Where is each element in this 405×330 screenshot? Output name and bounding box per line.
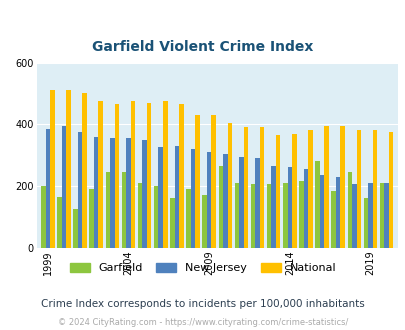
Bar	[250, 184, 255, 248]
Bar	[372, 130, 376, 248]
Bar	[287, 167, 291, 248]
Bar	[179, 104, 183, 248]
Bar	[222, 153, 227, 248]
Bar	[330, 190, 335, 248]
Bar	[202, 195, 207, 248]
Bar	[388, 132, 392, 248]
Bar	[50, 90, 54, 248]
Bar	[147, 103, 151, 248]
Bar	[114, 104, 119, 248]
Bar	[335, 177, 340, 248]
Bar	[259, 127, 264, 248]
Text: © 2024 CityRating.com - https://www.cityrating.com/crime-statistics/: © 2024 CityRating.com - https://www.city…	[58, 318, 347, 327]
Bar	[282, 183, 287, 248]
Bar	[105, 172, 110, 248]
Bar	[291, 134, 296, 248]
Bar	[211, 115, 215, 248]
Bar	[384, 183, 388, 248]
Bar	[45, 129, 50, 248]
Bar	[73, 209, 78, 248]
Bar	[186, 189, 190, 248]
Bar	[351, 184, 356, 248]
Bar	[126, 138, 130, 248]
Bar	[82, 93, 87, 248]
Bar	[66, 90, 70, 248]
Bar	[266, 184, 271, 248]
Bar	[98, 101, 103, 248]
Text: Crime Index corresponds to incidents per 100,000 inhabitants: Crime Index corresponds to incidents per…	[41, 299, 364, 309]
Bar	[243, 127, 247, 248]
Bar	[315, 161, 319, 248]
Bar	[78, 132, 82, 248]
Text: Garfield Violent Crime Index: Garfield Violent Crime Index	[92, 41, 313, 54]
Bar	[94, 137, 98, 248]
Bar	[255, 158, 259, 248]
Bar	[174, 146, 179, 248]
Bar	[275, 135, 280, 248]
Bar	[319, 175, 324, 248]
Bar	[89, 189, 94, 248]
Bar	[218, 166, 222, 248]
Bar	[363, 198, 367, 248]
Bar	[62, 126, 66, 248]
Bar	[57, 197, 62, 248]
Bar	[271, 166, 275, 248]
Bar	[142, 140, 147, 248]
Bar	[130, 101, 135, 248]
Bar	[138, 183, 142, 248]
Bar	[356, 130, 360, 248]
Bar	[347, 172, 351, 248]
Bar	[307, 130, 312, 248]
Bar	[239, 157, 243, 248]
Legend: Garfield, New Jersey, National: Garfield, New Jersey, National	[70, 263, 335, 273]
Bar	[170, 198, 174, 248]
Bar	[163, 101, 167, 248]
Bar	[303, 169, 307, 248]
Bar	[298, 181, 303, 248]
Bar	[195, 115, 199, 248]
Bar	[153, 186, 158, 248]
Bar	[227, 123, 232, 248]
Bar	[207, 152, 211, 248]
Bar	[122, 172, 126, 248]
Bar	[110, 138, 114, 248]
Bar	[367, 183, 372, 248]
Bar	[324, 126, 328, 248]
Bar	[379, 183, 384, 248]
Bar	[41, 186, 45, 248]
Bar	[234, 183, 239, 248]
Bar	[158, 148, 163, 248]
Bar	[340, 126, 344, 248]
Bar	[190, 149, 195, 248]
